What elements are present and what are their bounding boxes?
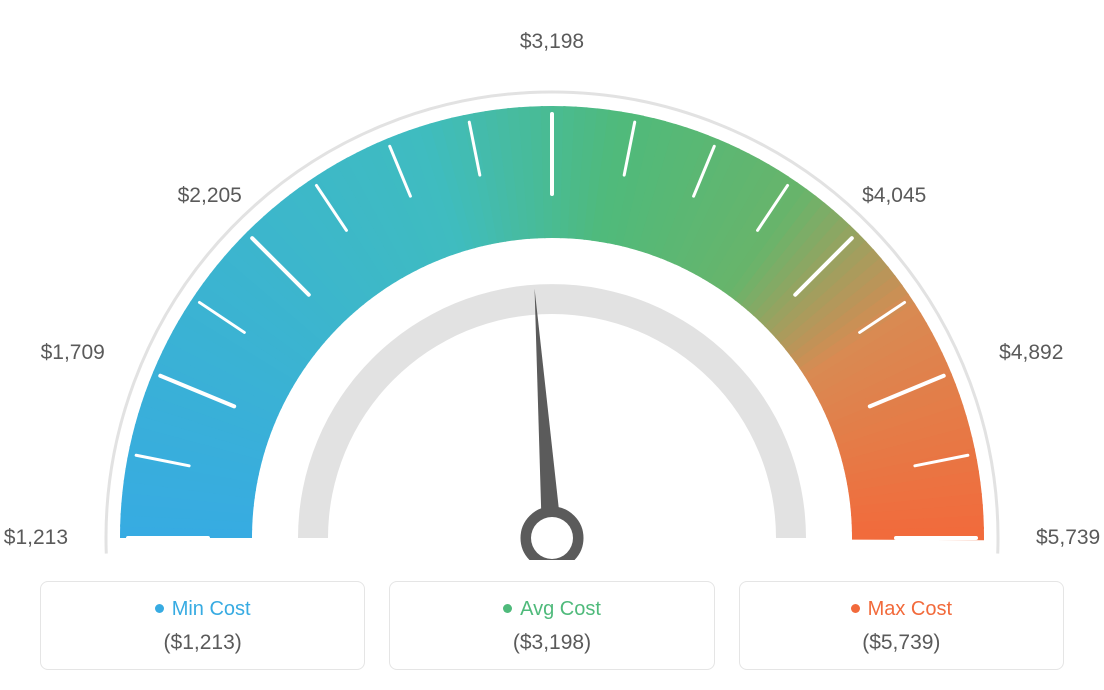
gauge-label: $3,198 <box>520 30 584 54</box>
gauge-label: $4,045 <box>862 184 926 208</box>
gauge-label: $4,892 <box>999 341 1063 365</box>
legend-min-value: ($1,213) <box>59 631 346 655</box>
legend-avg-title-text: Avg Cost <box>520 598 601 620</box>
legend-card-min: Min Cost ($1,213) <box>40 581 365 670</box>
legend-max-value: ($5,739) <box>758 631 1045 655</box>
gauge-label: $2,205 <box>178 184 242 208</box>
gauge-area: $1,213 $1,709 $2,205 $3,198 $4,045 $4,892 $5,7… <box>0 0 1104 560</box>
gauge-label: $1,709 <box>41 341 105 365</box>
legend-avg-title: Avg Cost <box>408 598 695 621</box>
gauge-label: $1,213 <box>4 526 68 550</box>
legend-row: Min Cost ($1,213) Avg Cost ($3,198) Max … <box>40 581 1064 670</box>
cost-gauge-chart: $1,213 $1,709 $2,205 $3,198 $4,045 $4,892 $5,7… <box>0 0 1104 690</box>
legend-max-title: Max Cost <box>758 598 1045 621</box>
legend-max-title-text: Max Cost <box>868 598 952 620</box>
legend-card-avg: Avg Cost ($3,198) <box>389 581 714 670</box>
legend-min-title: Min Cost <box>59 598 346 621</box>
legend-avg-value: ($3,198) <box>408 631 695 655</box>
gauge-svg <box>0 0 1104 560</box>
legend-card-max: Max Cost ($5,739) <box>739 581 1064 670</box>
legend-min-dot <box>155 604 164 613</box>
gauge-label: $5,739 <box>1036 526 1100 550</box>
legend-min-title-text: Min Cost <box>172 598 251 620</box>
legend-max-dot <box>851 604 860 613</box>
legend-avg-dot <box>503 604 512 613</box>
